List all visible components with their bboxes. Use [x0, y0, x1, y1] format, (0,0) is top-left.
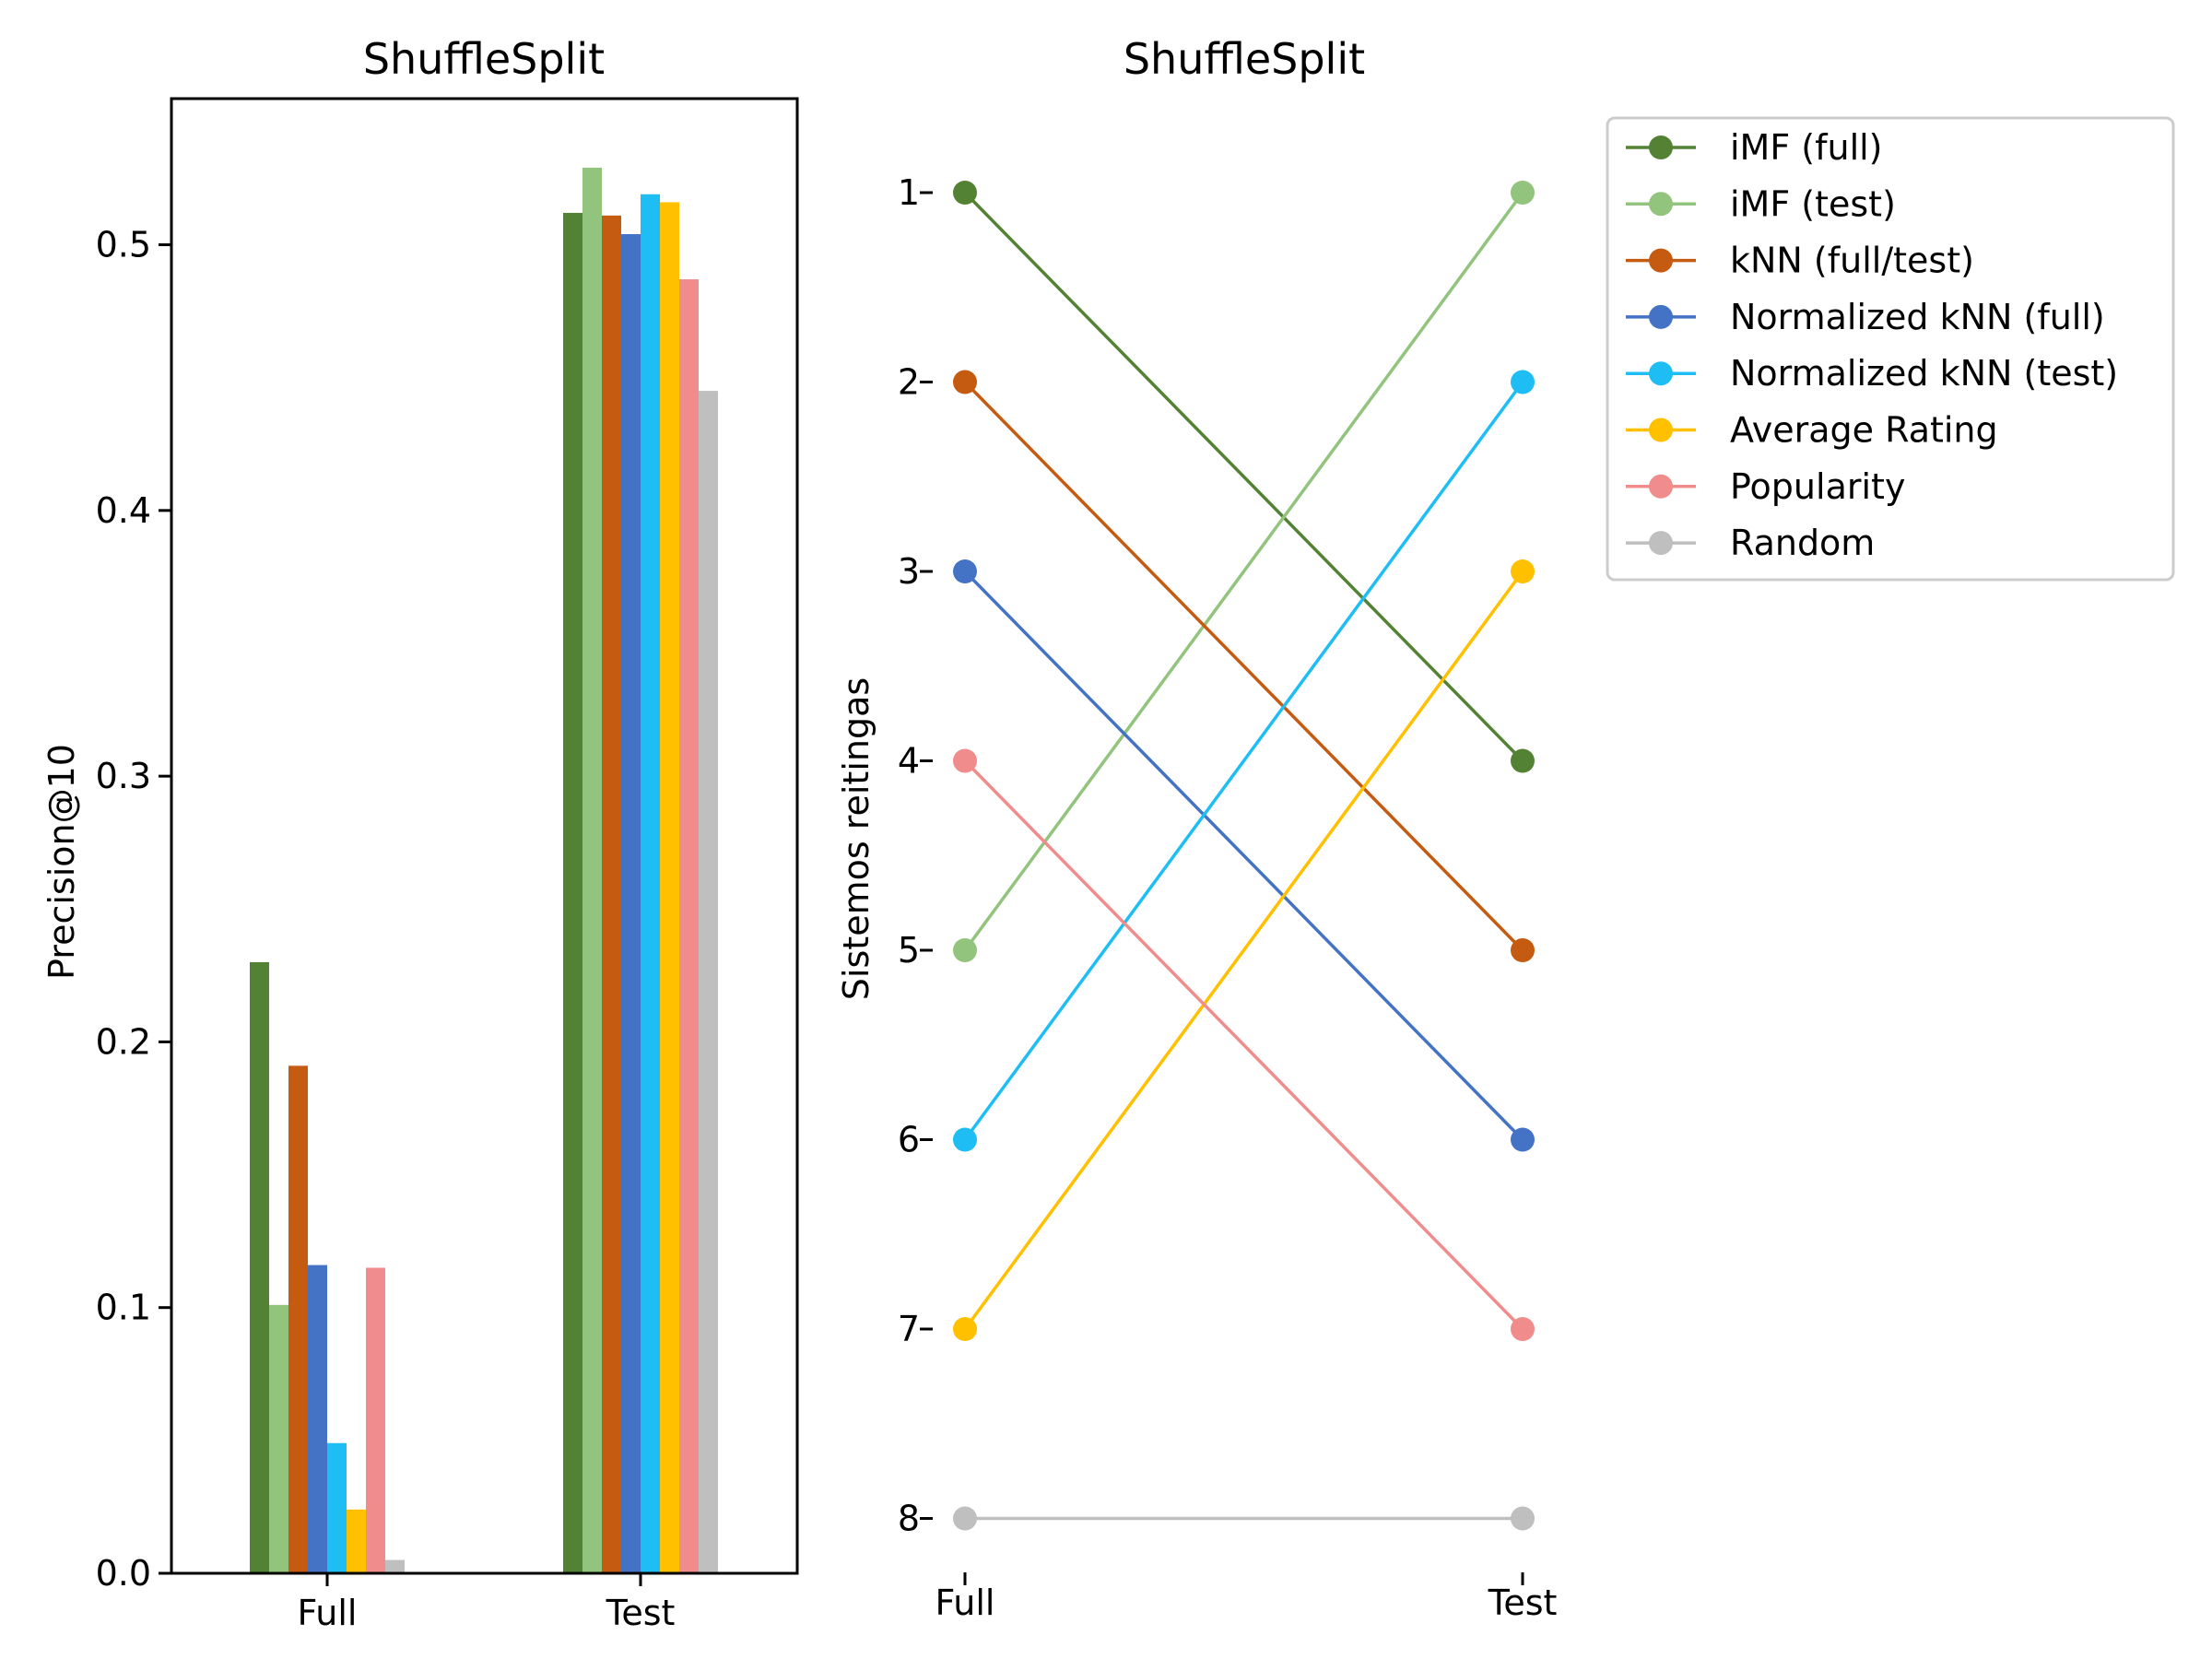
bar-imf-full-full	[250, 961, 269, 1573]
bar-knn-full-test-test	[602, 215, 621, 1574]
bar-popularity-full	[366, 1267, 385, 1573]
bar-y-tick-label: 0.4	[96, 490, 151, 531]
bar-normalized-knn-test-full	[327, 1442, 347, 1573]
rank-point-normalized-knn-test-full	[953, 1127, 977, 1152]
rank-point-random-full	[953, 1506, 977, 1531]
legend-marker-imf-full	[1649, 135, 1673, 159]
bar-chart-ylabel: Precision@10	[41, 744, 82, 980]
bar-plot-frame	[170, 97, 799, 1575]
rank-y-ticks: 1 2 3 4 5 6 7 8	[898, 172, 933, 1539]
legend-label-normalized-knn-full: Normalized kNN (full)	[1730, 297, 2105, 337]
legend-label-normalized-knn-test: Normalized kNN (test)	[1730, 353, 2118, 394]
rank-point-popularity-full	[953, 748, 977, 773]
bar-popularity-test	[679, 279, 699, 1574]
bar-x-ticks: Full Test	[298, 1573, 676, 1633]
legend-label-average-rating: Average Rating	[1730, 410, 1998, 451]
bar-y-tick-label: 0.0	[96, 1553, 151, 1594]
bar-imf-full-test	[563, 212, 582, 1573]
bar-y-tick-label: 0.3	[96, 756, 151, 796]
bar-y-tick-label: 0.2	[96, 1021, 151, 1062]
legend-label-popularity: Popularity	[1730, 466, 1905, 507]
rank-point-normalized-knn-full-full	[953, 559, 977, 583]
rank-line-popularity	[963, 759, 1524, 1331]
rank-point-imf-full-test	[1511, 748, 1535, 773]
rank-y-tick-label: 6	[898, 1120, 920, 1160]
bar-x-tick-label: Full	[298, 1593, 358, 1633]
rank-y-tick-label: 8	[898, 1499, 920, 1539]
rank-point-random-test	[1511, 1506, 1535, 1531]
bar-x-tick-label: Test	[606, 1593, 676, 1633]
legend-marker-imf-test	[1649, 192, 1673, 217]
rank-point-imf-test-test	[1511, 181, 1535, 205]
rank-x-ticks: Full Test	[935, 1572, 1558, 1623]
rank-point-knn-full-test-full	[953, 370, 977, 394]
bar-average-rating-test	[660, 202, 679, 1574]
rank-chart-ylabel: Sistemos reitingas	[836, 677, 877, 1000]
rank-x-tick-label: Test	[1488, 1583, 1558, 1623]
legend-marker-random	[1649, 531, 1673, 556]
rank-y-tick-label: 3	[898, 551, 920, 592]
bar-marks	[250, 167, 718, 1574]
legend-label-imf-test: iMF (test)	[1730, 183, 1896, 224]
bar-normalized-knn-test-test	[641, 194, 660, 1573]
rank-lines	[953, 181, 1535, 1531]
legend: iMF (full) iMF (test) kNN (full/test) Norma…	[1606, 116, 2175, 582]
bar-y-tick-label: 0.1	[96, 1288, 151, 1328]
bar-chart: ShuffleSplit Precision@10 0.00.10.20.30.…	[41, 34, 799, 1633]
rank-point-popularity-test	[1511, 1317, 1535, 1341]
bar-random-full	[385, 1559, 405, 1573]
legend-frame	[1606, 116, 2175, 582]
legend-marker-normalized-knn-full	[1649, 304, 1673, 329]
bar-average-rating-full	[347, 1509, 366, 1573]
rank-line-imf-test	[963, 191, 1524, 952]
rank-line-average-rating	[963, 570, 1524, 1331]
rank-line-imf-full	[963, 191, 1524, 762]
rank-point-knn-full-test-test	[1511, 938, 1535, 962]
legend-marker-average-rating	[1649, 418, 1673, 442]
rank-y-tick-label: 7	[898, 1309, 920, 1349]
legend-marker-knn-full-test	[1649, 248, 1673, 273]
bar-chart-title: ShuffleSplit	[363, 34, 605, 84]
rank-chart-title: ShuffleSplit	[1124, 34, 1365, 84]
rank-y-tick-label: 5	[898, 930, 920, 971]
bar-normalized-knn-full-test	[621, 234, 641, 1574]
legend-marker-popularity	[1649, 474, 1673, 499]
bar-y-tick-label: 0.5	[96, 225, 151, 265]
rank-y-tick-label: 2	[898, 362, 920, 403]
bar-imf-test-test	[582, 167, 602, 1573]
rank-line-normalized-knn-full	[963, 570, 1524, 1141]
legend-marker-normalized-knn-test	[1649, 361, 1673, 386]
legend-label-random: Random	[1730, 523, 1875, 563]
rank-point-normalized-knn-full-test	[1511, 1127, 1535, 1152]
legend-label-knn-full-test: kNN (full/test)	[1730, 241, 1974, 281]
rank-point-normalized-knn-test-test	[1511, 370, 1535, 394]
legend-items: iMF (full) iMF (test) kNN (full/test) Norma…	[1626, 127, 2118, 563]
rank-line-normalized-knn-test	[963, 381, 1524, 1141]
bar-imf-test-full	[269, 1304, 288, 1573]
legend-label-imf-full: iMF (full)	[1730, 127, 1883, 168]
rank-point-average-rating-test	[1511, 559, 1535, 583]
rank-x-tick-label: Full	[935, 1583, 995, 1623]
rank-y-tick-label: 4	[898, 741, 920, 782]
rank-chart: ShuffleSplit Sistemos reitingas 1 2 3 4 5 6 7 8…	[836, 34, 1557, 1623]
bar-random-test	[699, 391, 718, 1573]
bar-normalized-knn-full-full	[308, 1265, 327, 1573]
rank-point-imf-test-full	[953, 938, 977, 962]
rank-point-average-rating-full	[953, 1317, 977, 1341]
rank-point-imf-full-full	[953, 181, 977, 205]
bar-y-ticks: 0.0 0.1 0.2 0.3 0.4 0.5	[96, 225, 171, 1594]
rank-y-tick-label: 1	[898, 172, 920, 213]
bar-knn-full-test-full	[288, 1065, 308, 1573]
rank-line-knn-full-test	[963, 381, 1524, 952]
